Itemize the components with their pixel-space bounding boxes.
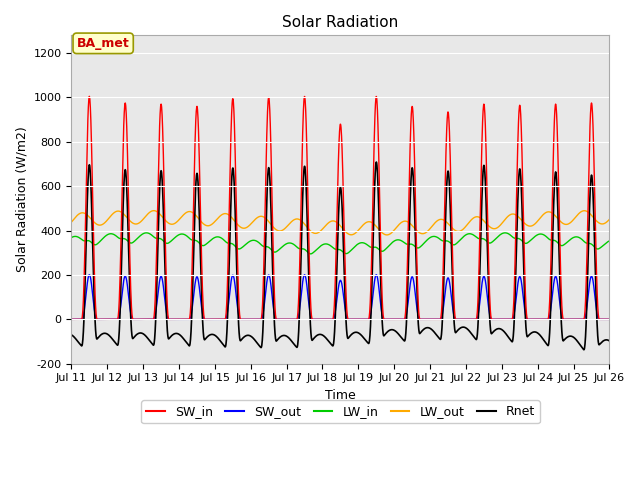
Legend: SW_in, SW_out, LW_in, LW_out, Rnet: SW_in, SW_out, LW_in, LW_out, Rnet	[141, 400, 540, 423]
SW_out	[368, 303, 376, 309]
LW_out	[559, 220, 566, 226]
SW_out	[558, 315, 566, 321]
Rnet	[497, 326, 504, 332]
Rnet	[356, 331, 364, 336]
LW_in	[497, 231, 505, 237]
SW_out	[218, 316, 225, 322]
Line: SW_in: SW_in	[72, 96, 609, 319]
SW_in	[368, 252, 376, 257]
SW_in	[218, 316, 225, 322]
SW_out	[497, 316, 504, 322]
LW_out	[383, 232, 391, 238]
LW_in	[559, 243, 566, 249]
Rnet	[367, 298, 375, 303]
LW_in	[68, 235, 76, 240]
LW_in	[368, 244, 376, 250]
LW_in	[356, 240, 364, 246]
SW_out	[356, 316, 364, 322]
SW_in	[558, 307, 566, 313]
SW_out	[68, 316, 76, 322]
LW_out	[573, 212, 581, 218]
LW_out	[356, 226, 364, 231]
Line: LW_out: LW_out	[72, 211, 609, 235]
Line: LW_in: LW_in	[72, 233, 609, 254]
SW_out	[605, 316, 613, 322]
Rnet	[573, 338, 581, 344]
LW_out	[150, 208, 157, 214]
LW_in	[307, 251, 314, 257]
SW_in	[497, 316, 504, 322]
SW_in	[573, 316, 581, 322]
LW_out	[68, 219, 76, 225]
Rnet	[558, 332, 566, 338]
LW_in	[218, 235, 225, 241]
SW_in	[605, 316, 613, 322]
LW_out	[497, 221, 505, 227]
Text: BA_met: BA_met	[77, 37, 129, 50]
Y-axis label: Solar Radiation (W/m2): Solar Radiation (W/m2)	[15, 127, 28, 273]
LW_in	[143, 230, 150, 236]
SW_out	[86, 272, 93, 277]
Title: Solar Radiation: Solar Radiation	[282, 15, 399, 30]
Rnet	[218, 339, 225, 345]
LW_out	[218, 212, 225, 218]
SW_in	[68, 316, 76, 322]
Rnet	[605, 338, 613, 344]
Rnet	[580, 347, 588, 353]
X-axis label: Time: Time	[325, 389, 356, 402]
Line: Rnet: Rnet	[72, 162, 609, 350]
LW_out	[368, 219, 376, 225]
SW_in	[356, 316, 364, 322]
Rnet	[372, 159, 380, 165]
SW_out	[573, 316, 581, 322]
SW_in	[86, 94, 93, 99]
LW_out	[605, 216, 613, 222]
LW_in	[605, 238, 613, 244]
Line: SW_out: SW_out	[72, 275, 609, 319]
LW_in	[573, 234, 581, 240]
Rnet	[68, 332, 76, 338]
